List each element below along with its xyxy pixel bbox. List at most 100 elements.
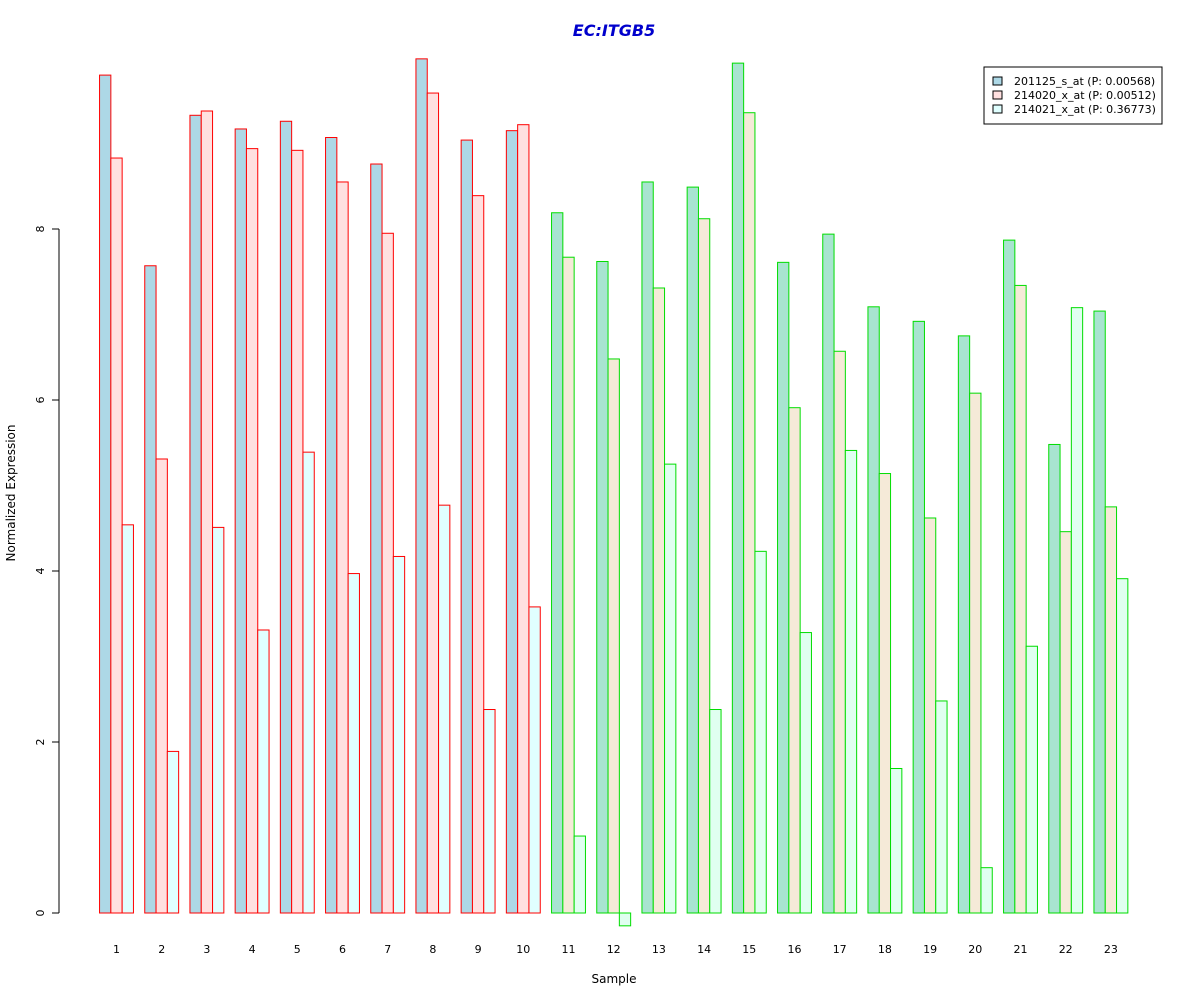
bar: [392, 555, 406, 914]
legend-entry: 214020_x_at (P: 0.00512): [1014, 89, 1156, 102]
x-tick-label: 1: [113, 943, 120, 956]
y-axis: 0 2 4 6 8: [34, 226, 60, 917]
bar: [1116, 578, 1129, 914]
bar: [754, 550, 767, 914]
bar: [573, 835, 586, 914]
x-tick-label: 4: [249, 943, 256, 956]
bar: [980, 867, 993, 914]
y-tick-label: 2: [34, 739, 47, 746]
bar: [822, 233, 835, 914]
chart-title: EC:ITGB5: [573, 21, 655, 40]
x-tick-label: 23: [1104, 943, 1118, 956]
bar: [1104, 506, 1118, 914]
bar: [1014, 284, 1027, 914]
bar: [686, 186, 699, 914]
bar: [381, 232, 394, 914]
y-tick-label: 0: [34, 910, 47, 917]
x-tick-label: 18: [878, 943, 892, 956]
bar: [460, 139, 473, 914]
x-tick-label: 6: [339, 943, 346, 956]
bar: [245, 148, 259, 914]
bar: [596, 260, 609, 914]
bar: [166, 750, 180, 914]
x-tick-label: 7: [384, 943, 391, 956]
bar: [347, 573, 360, 914]
bar: [709, 709, 722, 914]
bar: [212, 526, 225, 914]
x-tick-label: 13: [652, 943, 666, 956]
bar: [1025, 645, 1038, 914]
bar: [189, 114, 202, 914]
bar: [935, 700, 948, 914]
legend-entry: 214021_x_at (P: 0.36773): [1014, 103, 1156, 116]
bar: [528, 606, 541, 914]
legend-box: [983, 66, 1163, 125]
x-tick-label: 10: [516, 943, 530, 956]
bar: [302, 451, 315, 914]
bar: [1048, 443, 1061, 914]
x-tick-label: 8: [429, 943, 436, 956]
bar: [833, 350, 846, 914]
bar: [325, 137, 338, 914]
y-axis-label: Normalized Expression: [4, 424, 18, 561]
bar: [1093, 310, 1106, 914]
bar: [562, 256, 575, 914]
bar: [641, 181, 654, 914]
x-tick-label: 16: [788, 943, 802, 956]
bar: [697, 218, 711, 914]
x-tick-label: 2: [158, 943, 165, 956]
legend-entry: 201125_s_at (P: 0.00568): [1014, 75, 1155, 88]
bar: [890, 768, 903, 914]
bar: [912, 320, 925, 914]
bar: [336, 181, 349, 914]
bar: [957, 335, 971, 914]
bar: [1070, 307, 1084, 914]
y-tick-label: 4: [34, 568, 47, 575]
x-tick-label: 22: [1059, 943, 1073, 956]
bar: [121, 524, 134, 914]
bar: [777, 261, 790, 914]
x-tick-label: 5: [294, 943, 301, 956]
x-tick-label: 12: [607, 943, 621, 956]
bar: [291, 149, 304, 914]
bar: [652, 287, 666, 914]
bar: [426, 92, 440, 914]
bar: [743, 112, 756, 914]
legend: 201125_s_at (P: 0.00568)214020_x_at (P: …: [983, 66, 1163, 125]
legend-swatch: [992, 104, 1003, 114]
bars-group: [99, 58, 1129, 927]
bar: [1003, 239, 1016, 914]
y-tick-label: 8: [34, 226, 47, 233]
bar: [110, 157, 123, 914]
x-tick-label: 17: [833, 943, 847, 956]
bar: [279, 120, 293, 914]
bar: [234, 128, 247, 914]
bar: [788, 407, 801, 914]
bar: [505, 130, 519, 914]
bar: [415, 58, 428, 914]
bar: [551, 212, 564, 914]
bar: [483, 709, 496, 914]
bar: [99, 74, 112, 914]
x-tick-label: 3: [203, 943, 210, 956]
bar: [923, 517, 937, 914]
x-tick-label: 20: [968, 943, 982, 956]
bar: [618, 912, 632, 927]
bar: [969, 392, 982, 914]
bar: [844, 449, 858, 914]
legend-swatch: [992, 76, 1003, 86]
x-tick-label: 11: [562, 943, 576, 956]
bar: [257, 629, 270, 914]
bar: [370, 163, 383, 914]
y-tick-label: 6: [34, 397, 47, 404]
bar: [867, 306, 880, 914]
bar: [517, 124, 530, 914]
bar: [799, 632, 812, 914]
x-tick-label: 14: [697, 943, 711, 956]
bar: [607, 358, 620, 914]
bar: [471, 195, 485, 914]
x-tick-label: 15: [742, 943, 756, 956]
bar: [200, 110, 214, 914]
bar: [144, 265, 157, 914]
